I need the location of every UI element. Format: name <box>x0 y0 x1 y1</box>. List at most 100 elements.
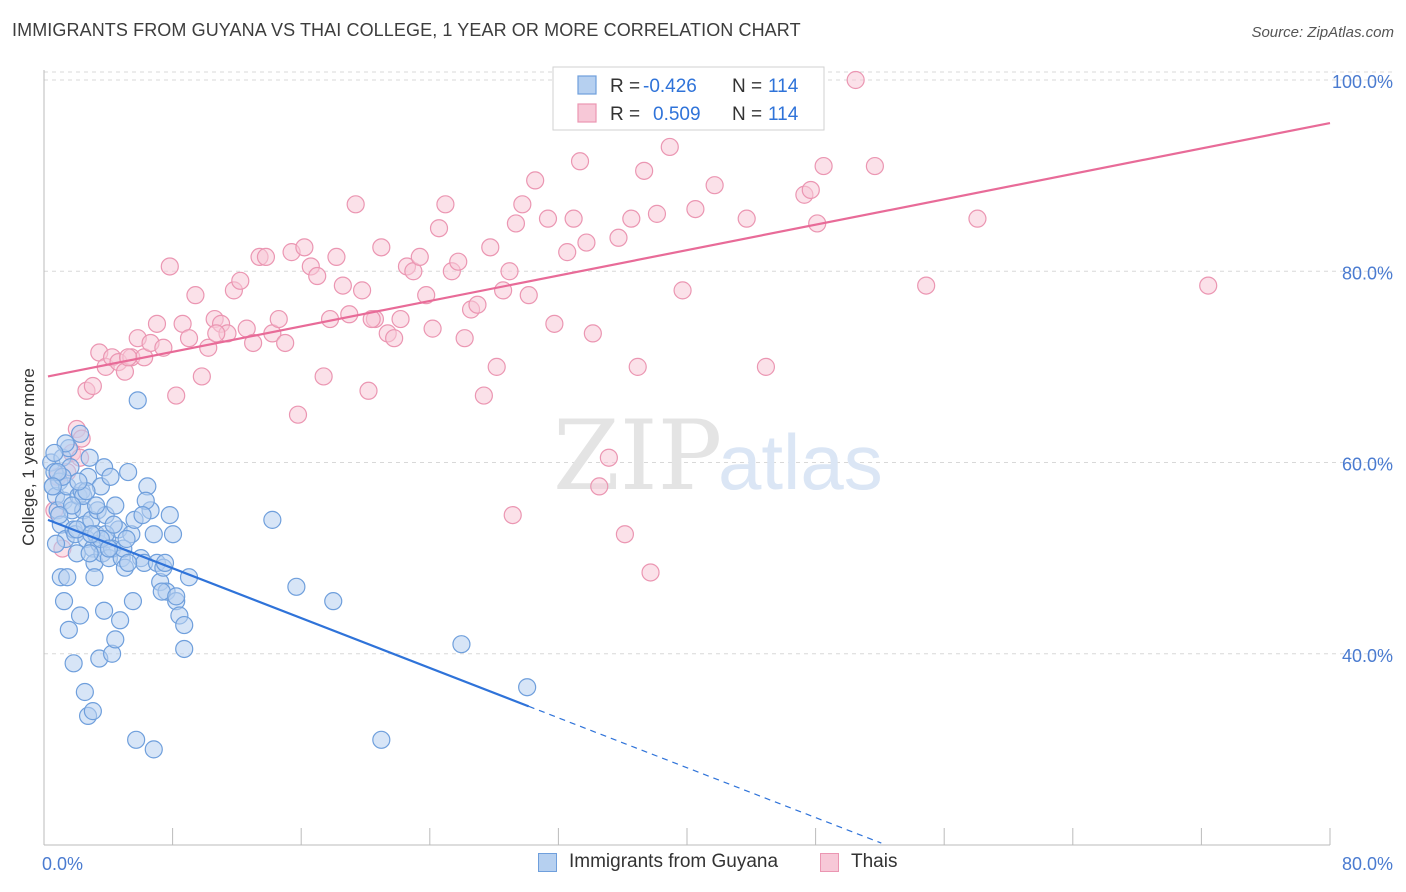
data-point-thais <box>119 348 138 367</box>
data-point-guyana <box>58 568 77 587</box>
data-point-thais <box>500 262 519 281</box>
data-point-thais <box>814 156 833 176</box>
data-point-thais <box>385 329 404 348</box>
data-point-thais <box>167 386 186 405</box>
data-point-thais <box>865 156 884 176</box>
data-point-guyana <box>263 510 282 529</box>
data-point-guyana <box>372 730 391 749</box>
data-point-thais <box>635 161 654 180</box>
data-point-thais <box>207 324 226 343</box>
bottom-legend-item-thais: Thais <box>820 851 897 873</box>
trend-line-thais <box>47 121 1331 378</box>
data-point-thais <box>449 252 468 271</box>
series-thais-points <box>45 70 1218 582</box>
data-point-thais <box>359 381 378 400</box>
watermark: ZIP atlas <box>553 400 883 512</box>
data-point-guyana <box>46 534 66 553</box>
data-point-thais <box>615 525 635 544</box>
data-point-thais <box>346 195 365 214</box>
data-point-thais <box>423 319 442 338</box>
bottom-legend: Immigrants from Guyana Thais <box>0 851 1406 879</box>
grid-lines <box>44 71 1392 655</box>
data-point-thais <box>1199 276 1218 295</box>
data-point-thais <box>622 209 641 228</box>
data-point-guyana <box>518 678 537 697</box>
data-point-guyana <box>54 592 74 611</box>
data-point-thais <box>474 386 493 405</box>
bottom-legend-swatch-thais <box>820 852 839 872</box>
data-point-thais <box>628 357 647 376</box>
data-point-thais <box>372 238 391 257</box>
data-point-guyana <box>43 477 62 496</box>
data-point-guyana <box>123 592 143 611</box>
data-point-guyana <box>144 525 163 544</box>
y-axis-title: College, 1 year or more <box>19 368 38 546</box>
data-point-thais <box>737 209 756 228</box>
data-point-thais <box>705 176 724 195</box>
watermark-zip: ZIP <box>553 400 722 512</box>
data-point-guyana <box>106 630 125 649</box>
data-point-thais <box>436 195 455 214</box>
trend-lines <box>47 121 1331 844</box>
data-point-guyana <box>175 615 194 635</box>
data-point-guyana <box>45 443 64 463</box>
data-point-guyana <box>128 391 147 410</box>
data-point-thais <box>192 367 211 386</box>
series-guyana-points <box>42 391 537 759</box>
legend-r-value-guyana: -0.426 <box>643 76 697 97</box>
axis-labels: 40.0% 60.0% 80.0% 100.0% <box>1332 72 1393 666</box>
legend-swatch-guyana <box>577 75 597 95</box>
data-point-thais <box>83 376 102 396</box>
data-point-thais <box>599 448 618 467</box>
y-tick-label: 100.0% <box>1332 72 1393 92</box>
data-point-guyana <box>163 525 183 544</box>
data-point-guyana <box>80 448 99 467</box>
data-point-guyana <box>287 577 306 596</box>
data-point-thais <box>179 329 199 348</box>
chart-title: IMMIGRANTS FROM GUYANA VS THAI COLLEGE, … <box>12 20 801 40</box>
data-point-thais <box>686 199 705 219</box>
data-point-thais <box>417 286 436 305</box>
data-point-thais <box>570 152 590 171</box>
data-point-thais <box>276 333 295 353</box>
data-point-thais <box>288 405 308 424</box>
data-point-thais <box>231 271 250 290</box>
data-point-thais <box>801 180 820 200</box>
legend: R = -0.426 N = 114 R = 0.509 N = 114 <box>552 66 825 131</box>
data-point-thais <box>609 228 628 247</box>
watermark-atlas: atlas <box>718 418 883 506</box>
data-point-thais <box>340 305 359 324</box>
data-point-thais <box>362 309 381 329</box>
data-point-thais <box>647 204 667 223</box>
data-point-guyana <box>452 635 471 654</box>
data-point-thais <box>314 367 333 386</box>
data-point-guyana <box>106 496 125 515</box>
data-point-thais <box>487 357 506 376</box>
trend-line-guyana-extension <box>528 705 882 844</box>
data-point-guyana <box>160 505 179 525</box>
bottom-legend-label-guyana: Immigrants from Guyana <box>569 851 779 872</box>
data-point-guyana <box>62 496 82 515</box>
y-tick-label: 80.0% <box>1342 263 1393 283</box>
data-point-guyana <box>59 620 78 639</box>
data-point-thais <box>455 329 474 348</box>
data-point-thais <box>756 357 776 376</box>
data-point-thais <box>410 247 429 267</box>
data-point-thais <box>558 243 577 262</box>
data-point-thais <box>333 276 352 295</box>
data-point-thais <box>147 314 167 333</box>
data-point-guyana <box>104 515 123 534</box>
legend-swatch-thais <box>577 103 597 123</box>
data-point-guyana <box>83 702 102 721</box>
data-point-guyana <box>127 730 146 749</box>
data-point-guyana <box>111 611 130 630</box>
data-point-guyana <box>94 601 114 620</box>
data-point-thais <box>968 209 987 228</box>
data-point-thais <box>590 477 609 496</box>
data-point-guyana <box>69 472 88 491</box>
data-point-thais <box>391 309 410 329</box>
legend-r-label-guyana: R = <box>610 76 640 97</box>
data-point-thais <box>519 286 538 305</box>
data-point-thais <box>583 324 602 343</box>
data-point-thais <box>468 295 487 314</box>
